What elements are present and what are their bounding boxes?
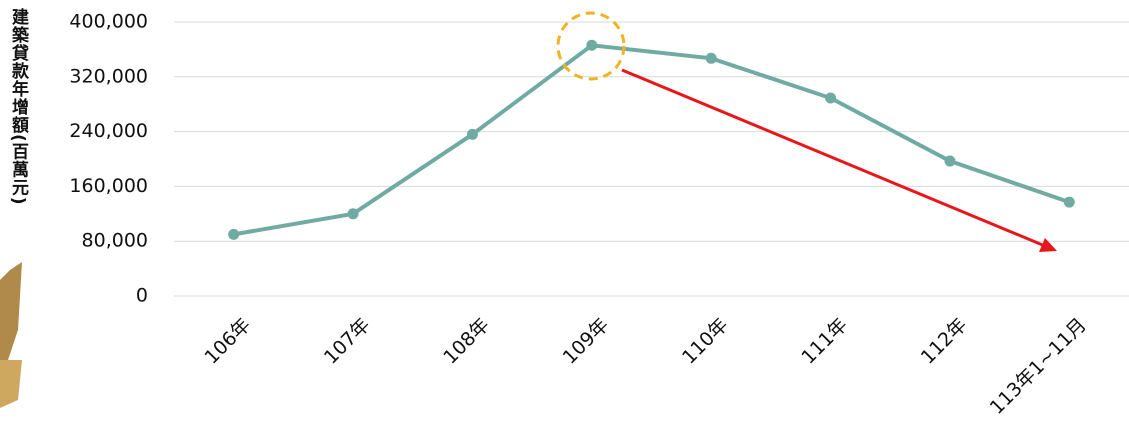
data-point: [825, 92, 837, 104]
x-tick-label: 107年: [320, 314, 375, 369]
y-tick-label: 160,000: [69, 175, 148, 197]
trend-arrow: [621, 68, 1046, 248]
y-tick-label: 0: [136, 285, 148, 307]
decoration: [0, 360, 22, 408]
data-point: [1063, 196, 1075, 208]
x-tick-label: 106年: [200, 314, 255, 369]
data-point: [586, 39, 598, 51]
x-tick-label: 109年: [559, 314, 614, 369]
decoration: [0, 262, 22, 360]
x-tick-label: 111年: [797, 314, 852, 369]
y-tick-label: 240,000: [69, 120, 148, 142]
data-point: [705, 52, 717, 64]
x-tick-label: 110年: [678, 314, 733, 369]
data-point: [228, 228, 240, 240]
y-tick-label: 80,000: [82, 230, 148, 252]
y-tick-label: 320,000: [69, 65, 148, 87]
trend-arrowhead: [1039, 238, 1057, 252]
highlight-circle: [556, 11, 626, 81]
y-axis-label: 建築貸款年增額(百萬元): [8, 7, 30, 206]
line-series: [233, 43, 1070, 237]
data-point: [944, 155, 956, 167]
y-tick-label: 400,000: [69, 11, 148, 33]
x-tick-label: 108年: [439, 314, 494, 369]
data-point: [347, 208, 359, 220]
data-point: [466, 128, 478, 140]
x-tick-label: 112年: [917, 314, 972, 369]
x-tick-label: 113年1~11月: [986, 314, 1091, 419]
